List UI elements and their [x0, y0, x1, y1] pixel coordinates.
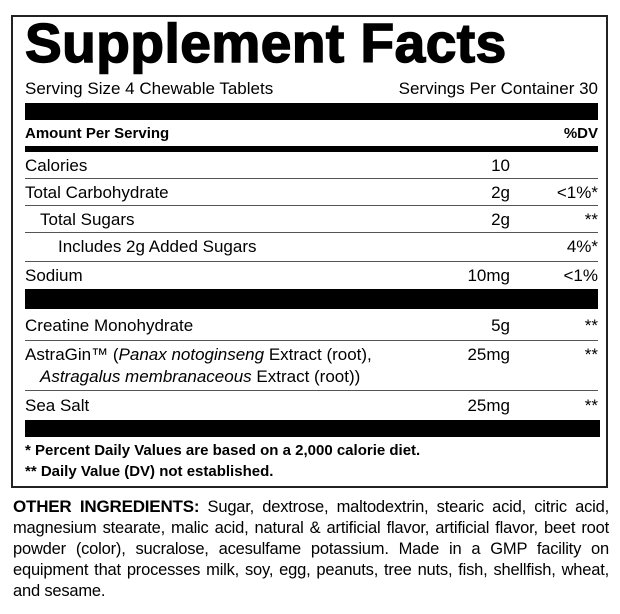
other-ingredients: OTHER INGREDIENTS: Sugar, dextrose, malt… — [13, 496, 609, 602]
ingredient-row: AstraGin™ (Panax notoginseng Extract (ro… — [25, 341, 598, 391]
dv-label: %DV — [563, 125, 598, 142]
divider-bar — [25, 146, 598, 152]
nutrient-row: Includes 2g Added Sugars 4%* — [25, 233, 598, 262]
footnote-not-established: ** Daily Value (DV) not established. — [25, 463, 274, 480]
divider-bar — [25, 289, 598, 309]
panel-title: Supplement Facts — [24, 11, 507, 75]
nutrient-row: Total Carbohydrate 2g <1%* — [25, 179, 598, 206]
amount-per-serving-label: Amount Per Serving — [25, 125, 170, 142]
ingredient-row: Creatine Monohydrate 5g ** — [25, 312, 598, 341]
other-ingredients-label: OTHER INGREDIENTS: — [13, 497, 200, 516]
amount-header: Amount Per Serving %DV — [25, 125, 598, 142]
serving-size: Serving Size 4 Chewable Tablets — [25, 79, 274, 98]
nutrient-row: Sodium 10mg <1% — [25, 266, 598, 285]
divider-bar — [25, 420, 600, 437]
supplement-facts-panel: Supplement Facts Serving Size 4 Chewable… — [11, 11, 608, 488]
nutrient-row: Total Sugars 2g ** — [25, 206, 598, 233]
footnote-dv: * Percent Daily Values are based on a 2,… — [25, 442, 421, 459]
divider-bar — [25, 103, 598, 120]
nutrient-row: Calories 10 — [25, 152, 598, 179]
ingredient-row: Sea Salt 25mg ** — [25, 396, 598, 415]
other-ingredients-text: Sugar, dextrose, maltodextrin, stearic a… — [13, 498, 609, 600]
servings-per-container: Servings Per Container 30 — [398, 79, 598, 98]
